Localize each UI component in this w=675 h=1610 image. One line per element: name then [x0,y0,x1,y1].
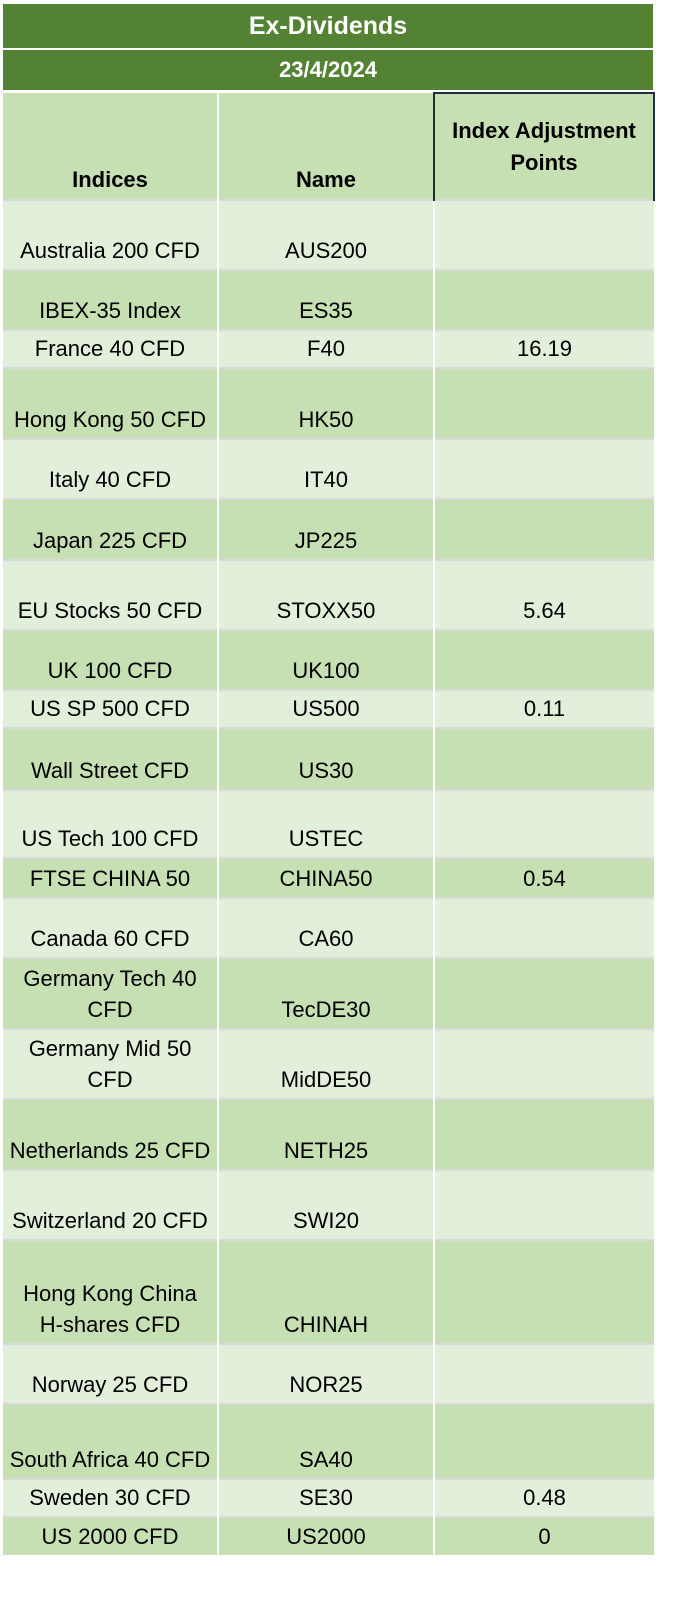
cell-name: AUS200 [217,199,434,270]
table-row: South Africa 40 CFD SA40 [3,1403,654,1479]
column-header-name: Name [217,93,434,200]
cell-adjustment-points [433,498,654,560]
cell-index: Germany Tech 40 CFD [3,957,218,1029]
table-row: France 40 CFD F40 16.19 [3,329,654,368]
cell-name: CA60 [217,897,434,958]
cell-adjustment-points: 0.11 [433,689,654,728]
sheet-title: Ex-Dividends [3,4,653,48]
cell-index: Sweden 30 CFD [3,1478,218,1517]
cell-adjustment-points [433,367,654,439]
cell-adjustment-points [433,438,654,499]
cell-index: South Africa 40 CFD [3,1403,218,1479]
table-row: Sweden 30 CFD SE30 0.48 [3,1478,654,1517]
table-row: Norway 25 CFD NOR25 [3,1343,654,1404]
table-row: UK 100 CFD UK100 [3,629,654,690]
table-row: Netherlands 25 CFD NETH25 [3,1098,654,1170]
table-row: US 2000 CFD US2000 0 [3,1516,654,1555]
table-row: US SP 500 CFD US500 0.11 [3,689,654,728]
cell-name: STOXX50 [217,559,434,630]
cell-index: Canada 60 CFD [3,897,218,958]
cell-name: F40 [217,329,434,368]
cell-index: Australia 200 CFD [3,199,218,270]
cell-name: SA40 [217,1403,434,1479]
cell-adjustment-points [433,1098,654,1170]
cell-index: Hong Kong 50 CFD [3,367,218,439]
cell-index: Italy 40 CFD [3,438,218,499]
cell-name: IT40 [217,438,434,499]
cell-index: US Tech 100 CFD [3,789,218,858]
cell-adjustment-points [433,897,654,958]
table-row: Canada 60 CFD CA60 [3,897,654,958]
table-row: Switzerland 20 CFD SWI20 [3,1169,654,1240]
cell-index: Norway 25 CFD [3,1343,218,1404]
cell-name: UK100 [217,629,434,690]
cell-index: Germany Mid 50 CFD [3,1028,218,1099]
table-row: Italy 40 CFD IT40 [3,438,654,499]
cell-adjustment-points [433,1028,654,1099]
table-header-row: Indices Name Index Adjustment Points [3,92,655,200]
cell-adjustment-points [433,1343,654,1404]
table-row: Germany Mid 50 CFD MidDE50 [3,1028,654,1099]
cell-index: Switzerland 20 CFD [3,1169,218,1240]
cell-name: NETH25 [217,1098,434,1170]
cell-name: CHINAH [217,1239,434,1344]
cell-adjustment-points: 16.19 [433,329,654,368]
cell-name: ES35 [217,269,434,330]
sheet-date: 23/4/2024 [3,50,653,90]
cell-index: UK 100 CFD [3,629,218,690]
table-row: Germany Tech 40 CFD TecDE30 [3,957,654,1029]
column-header-indices: Indices [3,93,218,200]
cell-adjustment-points [433,957,654,1029]
cell-index: Hong Kong China H-shares CFD [3,1239,218,1344]
cell-adjustment-points: 0.54 [433,857,654,898]
cell-name: US30 [217,727,434,790]
cell-adjustment-points [433,789,654,858]
table-row: Wall Street CFD US30 [3,727,654,790]
cell-adjustment-points: 0 [433,1516,654,1555]
cell-name: HK50 [217,367,434,439]
table-row: IBEX-35 Index ES35 [3,269,654,330]
cell-name: JP225 [217,498,434,560]
cell-index: Japan 225 CFD [3,498,218,560]
cell-name: SWI20 [217,1169,434,1240]
ex-dividends-table: Indices Name Index Adjustment Points Aus… [3,92,655,1555]
cell-name: MidDE50 [217,1028,434,1099]
cell-adjustment-points [433,269,654,330]
cell-index: US SP 500 CFD [3,689,218,728]
table-row: FTSE CHINA 50 CHINA50 0.54 [3,857,654,898]
cell-name: SE30 [217,1478,434,1517]
cell-index: IBEX-35 Index [3,269,218,330]
cell-adjustment-points [433,199,654,270]
cell-adjustment-points [433,1169,654,1240]
table-row: Japan 225 CFD JP225 [3,498,654,560]
cell-adjustment-points [433,1403,654,1479]
table-row: Hong Kong China H-shares CFD CHINAH [3,1239,654,1344]
cell-adjustment-points: 5.64 [433,559,654,630]
cell-adjustment-points [433,1239,654,1344]
cell-index: US 2000 CFD [3,1516,218,1555]
cell-name: USTEC [217,789,434,858]
table-row: Australia 200 CFD AUS200 [3,199,654,270]
cell-index: France 40 CFD [3,329,218,368]
cell-index: Netherlands 25 CFD [3,1098,218,1170]
table-row: Hong Kong 50 CFD HK50 [3,367,654,439]
table-row: EU Stocks 50 CFD STOXX50 5.64 [3,559,654,630]
cell-name: TecDE30 [217,957,434,1029]
cell-name: CHINA50 [217,857,434,898]
cell-name: NOR25 [217,1343,434,1404]
table-row: US Tech 100 CFD USTEC [3,789,654,858]
cell-name: US500 [217,689,434,728]
cell-index: FTSE CHINA 50 [3,857,218,898]
cell-adjustment-points [433,727,654,790]
cell-adjustment-points [433,629,654,690]
table-body: Australia 200 CFD AUS200 IBEX-35 Index ES35… [3,199,654,1555]
cell-index: Wall Street CFD [3,727,218,790]
cell-index: EU Stocks 50 CFD [3,559,218,630]
cell-adjustment-points: 0.48 [433,1478,654,1517]
cell-name: US2000 [217,1516,434,1555]
column-header-adjustment: Index Adjustment Points [433,92,655,200]
